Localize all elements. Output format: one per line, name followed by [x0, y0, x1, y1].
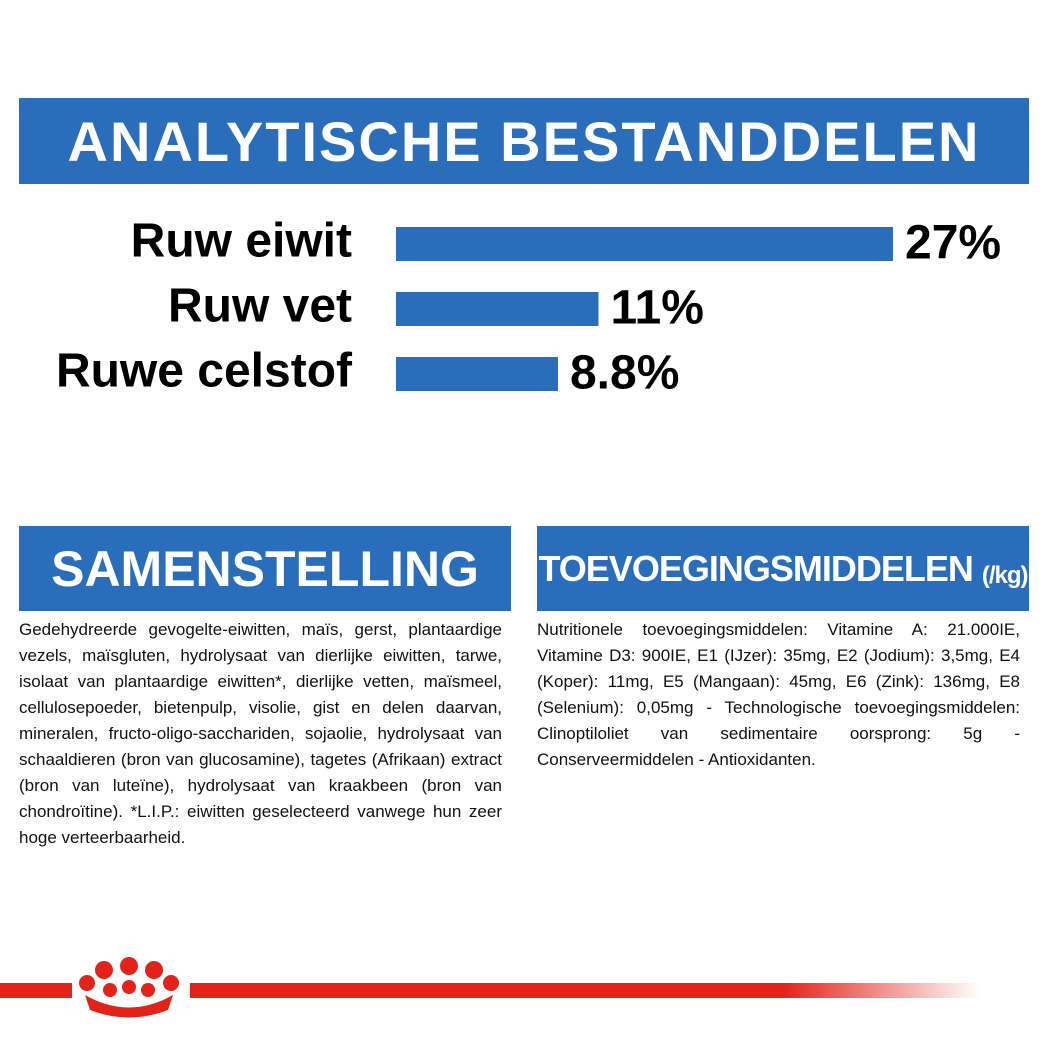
paragraph: Nutritionele toevoegingsmiddelen: Vitami… — [537, 620, 1020, 769]
section-unit: (/kg) — [981, 561, 1029, 589]
section-banner: TOEVOEGINGSMIDDELEN (/kg) — [537, 526, 1029, 611]
red-line — [0, 983, 72, 998]
category-label: Ruwe celstof — [56, 345, 353, 398]
logo — [79, 957, 179, 1018]
paragraph: Gedehydreerde gevogelte-eiwitten, maïs, … — [19, 620, 502, 847]
value-label: 11% — [610, 282, 703, 335]
bar — [396, 227, 893, 261]
category-label: Ruw vet — [168, 280, 352, 333]
title-banner: ANALYTISCHE BESTANDDELEN — [19, 98, 1029, 184]
section-title: TOEVOEGINGSMIDDELEN — [538, 547, 973, 589]
section-title: SAMENSTELLING — [51, 540, 479, 597]
bar — [396, 357, 558, 391]
red-line — [190, 983, 980, 998]
chart: Ruw eiwit 27% Ruw vet 11% Ruwe celstof 8.8% — [56, 215, 1001, 400]
bar — [396, 292, 599, 326]
section-banner: SAMENSTELLING — [19, 526, 511, 611]
value-label: 27% — [905, 217, 1001, 270]
title: ANALYTISCHE BESTANDDELEN — [67, 109, 981, 173]
category-label: Ruw eiwit — [131, 215, 352, 268]
value-label: 8.8% — [570, 347, 679, 400]
